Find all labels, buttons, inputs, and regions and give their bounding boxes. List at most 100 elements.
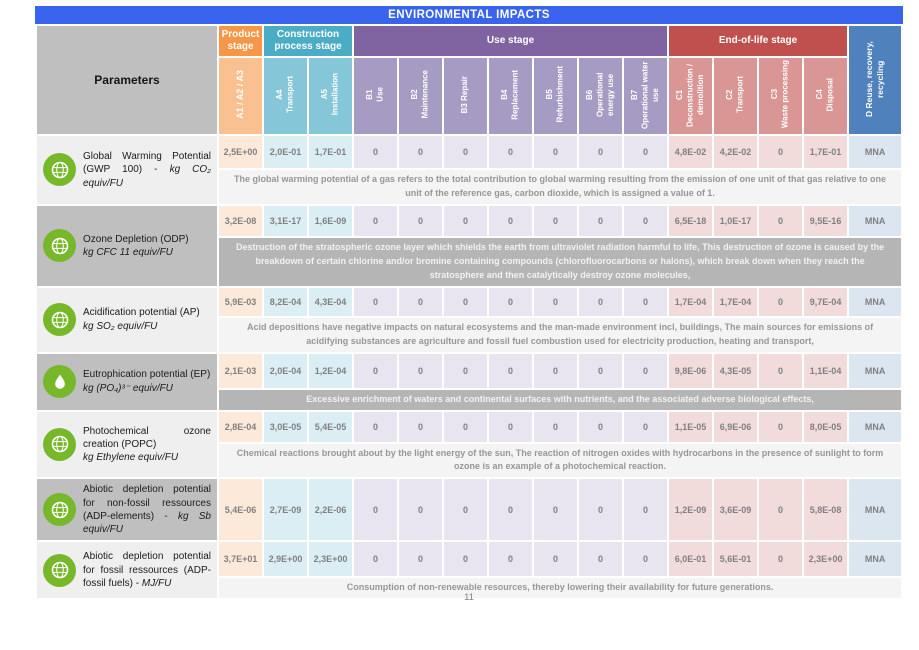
value-cell: 3,1E-17 <box>264 205 307 236</box>
parameter-description: Destruction of the stratospheric ozone l… <box>219 237 902 286</box>
row-ep: Eutrophication potential (EP) kg (PO₄)³⁻ … <box>37 353 902 410</box>
value-cell: 2,0E-04 <box>264 353 307 388</box>
value-cell: 4,2E-02 <box>714 136 758 168</box>
page-number: 11 <box>464 592 474 603</box>
parameter-label: Abiotic depletion potential for fossil r… <box>83 551 211 589</box>
value-cell: 0 <box>534 287 578 316</box>
row-gwp: Global Warming Potential (GWP 100) - kg … <box>37 136 902 204</box>
odp-globe-icon <box>43 229 76 263</box>
value-cell: 0 <box>354 136 398 168</box>
value-cell: MNA <box>849 353 902 388</box>
value-cell: 0 <box>354 287 398 316</box>
value-cell: 0 <box>534 353 578 388</box>
column-header-a1-a2-a3: A1 / A2 / A3 <box>219 58 262 134</box>
value-cell: 0 <box>534 205 578 236</box>
description-row-ep: Excessive enrichment of waters and conti… <box>37 389 902 410</box>
value-cell: 0 <box>624 542 668 577</box>
ap-globe-icon <box>43 303 76 337</box>
value-cell: 5,8E-08 <box>804 479 848 541</box>
row-ap: Acidification potential (AP) kg SO₂ equiv… <box>37 287 902 352</box>
parameter-description: Consumption of non-renewable resources, … <box>219 578 902 599</box>
value-cell: 3,0E-05 <box>264 411 307 442</box>
value-cell: MNA <box>849 205 902 236</box>
value-cell: 0 <box>444 353 488 388</box>
description-row-odp: Destruction of the stratospheric ozone l… <box>37 237 902 286</box>
column-header-c1: C1 Deconstruction / demolition <box>669 58 713 134</box>
parameter-label: Photochemical ozone creation (POPC) kg Et… <box>83 425 211 464</box>
value-cell: 5,6E-01 <box>714 542 758 577</box>
group-end-of-life-stage: End-of-life stage <box>669 26 848 56</box>
value-cell: 1,0E-17 <box>714 205 758 236</box>
value-cell: 9,5E-16 <box>804 205 848 236</box>
value-cell: 0 <box>579 479 623 541</box>
value-cell: 0 <box>759 411 803 442</box>
parameter-label: Abiotic depletion potential for non-foss… <box>83 484 211 535</box>
column-header-b1: B1 Use <box>354 58 398 134</box>
value-cell: 0 <box>444 287 488 316</box>
value-cell: 2,8E-04 <box>219 411 262 442</box>
parameter-label: Ozone Depletion (ODP) kg CFC 11 equiv/FU <box>83 233 189 258</box>
value-cell: 4,8E-02 <box>669 136 713 168</box>
value-cell: 0 <box>444 205 488 236</box>
value-cell: MNA <box>849 542 902 577</box>
value-cell: 1,2E-09 <box>669 479 713 541</box>
value-cell: 4,3E-05 <box>714 353 758 388</box>
column-header-a4: A4 Transport <box>264 58 307 134</box>
value-cell: 0 <box>444 479 488 541</box>
column-header-c2: C2 Transport <box>714 58 758 134</box>
value-cell: 0 <box>489 205 533 236</box>
subheader-row: A1 / A2 / A3 A4 Transport A5 Installation B1 U… <box>37 58 901 134</box>
value-cell: 0 <box>354 205 398 236</box>
value-cell: 0 <box>579 136 623 168</box>
value-cell: 0 <box>624 205 668 236</box>
value-cell: 0 <box>354 353 398 388</box>
value-cell: 2,7E-09 <box>264 479 307 541</box>
value-cell: 1,6E-09 <box>309 205 353 236</box>
value-cell: 0 <box>489 353 533 388</box>
value-cell: 0 <box>489 287 533 316</box>
parameter-cell-adp-elements: Abiotic depletion potential for non-foss… <box>37 479 217 541</box>
section-title-bar: ENVIRONMENTAL IMPACTS <box>35 6 903 24</box>
value-cell: MNA <box>849 287 902 316</box>
value-cell: MNA <box>849 479 902 541</box>
value-cell: 0 <box>354 542 398 577</box>
value-cell: 0 <box>624 287 668 316</box>
value-cell: 5,4E-06 <box>219 479 262 541</box>
value-cell: 0 <box>534 411 578 442</box>
group-product-stage: Product stage <box>219 26 262 56</box>
parameter-label: Global Warming Potential (GWP 100) - kg … <box>83 151 211 189</box>
description-row-gwp: The global warming potential of a gas re… <box>37 170 902 204</box>
value-cell: 0 <box>444 136 488 168</box>
value-cell: 8,2E-04 <box>264 287 307 316</box>
value-cell: 0 <box>624 353 668 388</box>
gwp-globe-co2-icon <box>43 153 76 187</box>
value-cell: 2,1E-03 <box>219 353 262 388</box>
value-cell: 3,6E-09 <box>714 479 758 541</box>
value-cell: 0 <box>489 542 533 577</box>
value-cell: 1,2E-04 <box>309 353 353 388</box>
value-cell: 0 <box>354 411 398 442</box>
value-cell: 2,0E-01 <box>264 136 307 168</box>
column-header-c4: C4 Disposal <box>804 58 848 134</box>
value-cell: 0 <box>579 353 623 388</box>
parameter-description: Excessive enrichment of waters and conti… <box>219 389 902 410</box>
value-cell: 1,1E-05 <box>669 411 713 442</box>
value-cell: 9,8E-06 <box>669 353 713 388</box>
value-cell: 0 <box>399 353 443 388</box>
value-cell: 0 <box>399 542 443 577</box>
value-cell: 6,5E-18 <box>669 205 713 236</box>
parameter-cell-adp-fossil: Abiotic depletion potential for fossil r… <box>37 542 217 599</box>
ep-water-drop-icon <box>43 365 76 399</box>
value-cell: 0 <box>534 542 578 577</box>
column-header-a5: A5 Installation <box>309 58 353 134</box>
parameter-description: Chemical reactions brought about by the … <box>219 443 902 478</box>
value-cell: 6,0E-01 <box>669 542 713 577</box>
row-popc: Photochemical ozone creation (POPC) kg Et… <box>37 411 902 478</box>
value-cell: 1,7E-04 <box>669 287 713 316</box>
value-cell: 0 <box>759 542 803 577</box>
value-cell: 0 <box>399 205 443 236</box>
column-header-b4: B4 Replacement <box>489 58 533 134</box>
parameter-label: Eutrophication potential (EP) kg (PO₄)³⁻ … <box>83 369 211 394</box>
value-cell: 0 <box>759 287 803 316</box>
group-construction-process-stage: Construction process stage <box>264 26 353 56</box>
